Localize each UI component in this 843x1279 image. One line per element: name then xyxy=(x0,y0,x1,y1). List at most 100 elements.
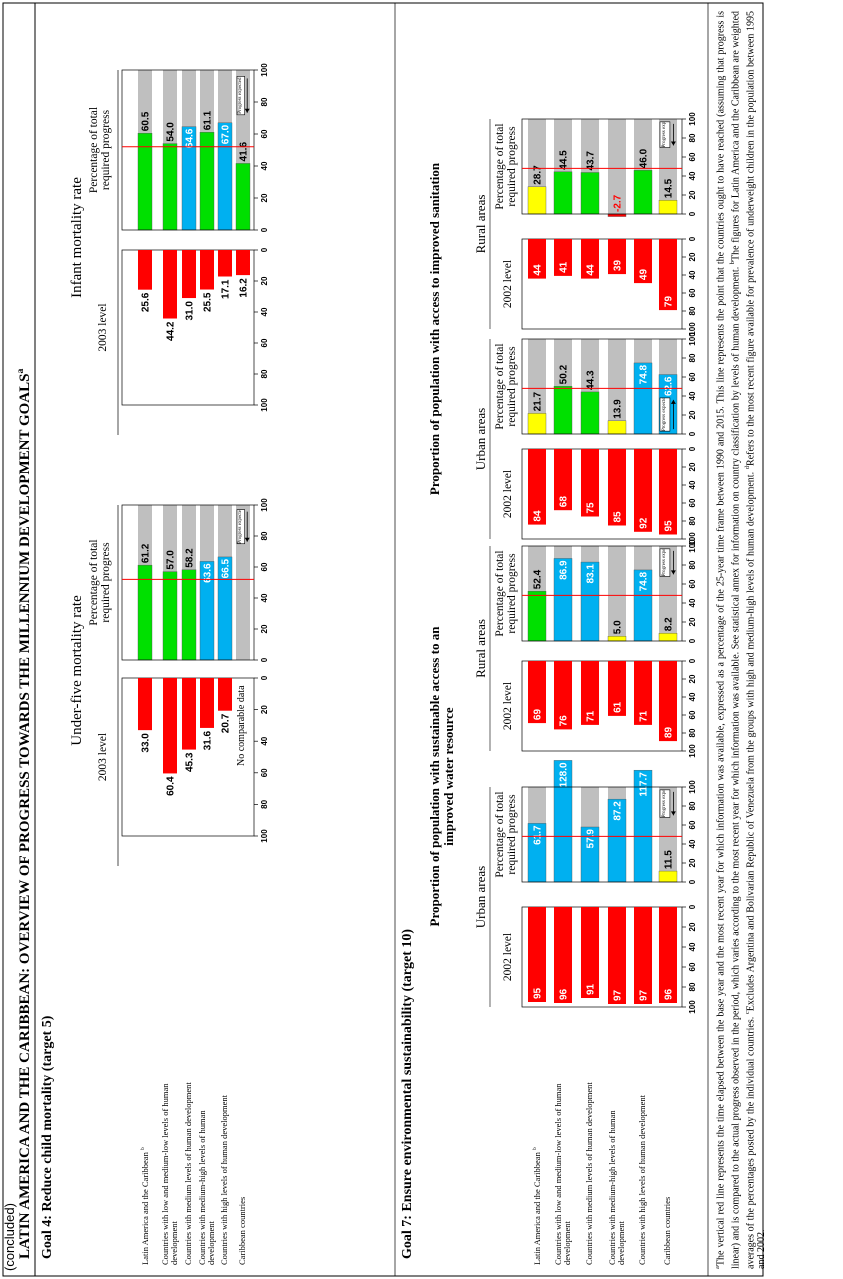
progress-value-label: 61.1 xyxy=(203,110,214,130)
progress-note-box xyxy=(659,548,671,577)
goal-title: Goal 7: Ensure environmental sustainabil… xyxy=(400,928,415,1259)
tick-label: 100 xyxy=(688,322,697,336)
level-value-label: 60.4 xyxy=(166,776,177,796)
level-bar xyxy=(163,250,177,319)
tick-label: 80 xyxy=(260,369,269,378)
progress-value-label: 87.2 xyxy=(613,801,624,821)
tick-label: 0 xyxy=(260,227,269,232)
level-bar xyxy=(581,907,599,998)
row-label-text: Caribbean countries xyxy=(662,1196,673,1265)
level-value-label: 31.6 xyxy=(203,730,214,750)
progress-bar xyxy=(607,213,627,217)
plot-frame xyxy=(521,545,683,642)
level-value-label: 71 xyxy=(586,710,597,722)
tick-label: 20 xyxy=(688,617,697,626)
plot-frame xyxy=(121,69,255,231)
tick-label: 80 xyxy=(688,982,697,991)
progress-bar xyxy=(181,569,197,661)
progress-note-box xyxy=(236,76,245,116)
progress-value-label: 74.8 xyxy=(639,365,650,385)
missing-note: No comparable data xyxy=(236,685,247,766)
tick-label: 60 xyxy=(688,372,697,381)
tick-label: 100 xyxy=(688,532,697,546)
progress-value-label: 86.9 xyxy=(559,560,570,580)
footnote-mark: c xyxy=(743,1011,751,1015)
tick-label: 100 xyxy=(688,1000,697,1014)
row-label-text: Countries with low and medium-low levels… xyxy=(552,1083,572,1265)
frame xyxy=(2,2,764,1277)
progress-note: Progress expected xyxy=(662,548,667,577)
row-label-text: Latin America and the Caribbean b xyxy=(139,1147,150,1265)
level-bar xyxy=(163,678,177,774)
progress-header: Percentage of total required progress xyxy=(494,123,519,210)
tick-label: 100 xyxy=(260,829,269,843)
tick-label: 60 xyxy=(260,129,269,138)
level-bar xyxy=(200,250,214,290)
plot-frame xyxy=(521,118,683,215)
level-value-label: 33.0 xyxy=(141,733,152,753)
row-label-note: b xyxy=(139,1147,146,1151)
level-bar xyxy=(581,661,599,725)
tick-label: 80 xyxy=(688,353,697,362)
tick-label: 40 xyxy=(260,736,269,745)
page-title: LATIN AMERICA AND THE CARIBBEAN: OVERVIE… xyxy=(15,369,34,1259)
level-value-label: 49 xyxy=(639,269,650,281)
progress-note: Progress expected xyxy=(662,397,667,432)
title-text: LATIN AMERICA AND THE CARIBBEAN: OVERVIE… xyxy=(17,373,33,1259)
tick-label: 40 xyxy=(688,480,697,489)
level-value-label: 44 xyxy=(586,264,597,276)
level-bar xyxy=(528,907,546,1002)
tick-label: 80 xyxy=(688,560,697,569)
progress-bar xyxy=(580,172,600,215)
row-label-text: Countries with high levels of human deve… xyxy=(219,1095,230,1265)
area-title: Rural areas xyxy=(473,619,488,678)
tick-label: 40 xyxy=(260,307,269,316)
progress-bar xyxy=(235,163,251,231)
progress-value-label: 57.9 xyxy=(586,829,597,849)
level-bar xyxy=(608,238,626,275)
level-bar xyxy=(608,661,626,716)
tick-label: 20 xyxy=(688,674,697,683)
row-label-text: Countries with medium-high levels of hum… xyxy=(606,1110,626,1265)
progress-note-arrowhead xyxy=(244,108,250,113)
level-value-label: 96 xyxy=(559,988,570,1000)
level-bar xyxy=(634,661,652,725)
row-label-note: b xyxy=(531,1147,538,1151)
tick-label: 0 xyxy=(688,211,697,216)
progress-note: Progress expected xyxy=(238,77,243,114)
progress-value-label: 117.7 xyxy=(639,772,650,797)
tick-label: 40 xyxy=(688,270,697,279)
tick-label: 80 xyxy=(688,801,697,810)
progress-header: Percentage of total required progress xyxy=(494,791,519,878)
level-bar xyxy=(218,250,232,277)
level-value-label: 61 xyxy=(613,701,624,713)
progress-bar xyxy=(553,386,573,435)
progress-value-label: 66.5 xyxy=(221,558,232,578)
tick-label: 20 xyxy=(688,922,697,931)
tick-label: 60 xyxy=(688,820,697,829)
tick-label: 60 xyxy=(688,152,697,161)
level-bar xyxy=(554,449,572,511)
row-label: Caribbean countries xyxy=(231,1065,255,1265)
level-value-label: 91 xyxy=(586,983,597,995)
tick-label: 0 xyxy=(260,657,269,662)
progress-value-label: 128.0 xyxy=(559,762,570,787)
level-header: 2002 level xyxy=(502,681,514,731)
tick-label: 0 xyxy=(688,638,697,643)
level-header: 2003 level xyxy=(97,732,109,782)
level-header: 2003 level xyxy=(97,303,109,352)
plot-frame xyxy=(521,338,683,435)
tick-label: 60 xyxy=(260,562,269,571)
tick-label: 20 xyxy=(260,276,269,285)
tick-label: 60 xyxy=(688,498,697,507)
footnote-mark: b xyxy=(728,260,736,265)
tick-label: 80 xyxy=(688,133,697,142)
progress-header: Percentage of total required progress xyxy=(494,343,519,430)
tick-label: 60 xyxy=(260,768,269,777)
level-header: 2002 level xyxy=(502,259,514,309)
tick-label: 40 xyxy=(688,598,697,607)
tick-label: 20 xyxy=(688,252,697,261)
progress-note-box xyxy=(659,397,671,432)
plot-frame xyxy=(521,660,683,752)
